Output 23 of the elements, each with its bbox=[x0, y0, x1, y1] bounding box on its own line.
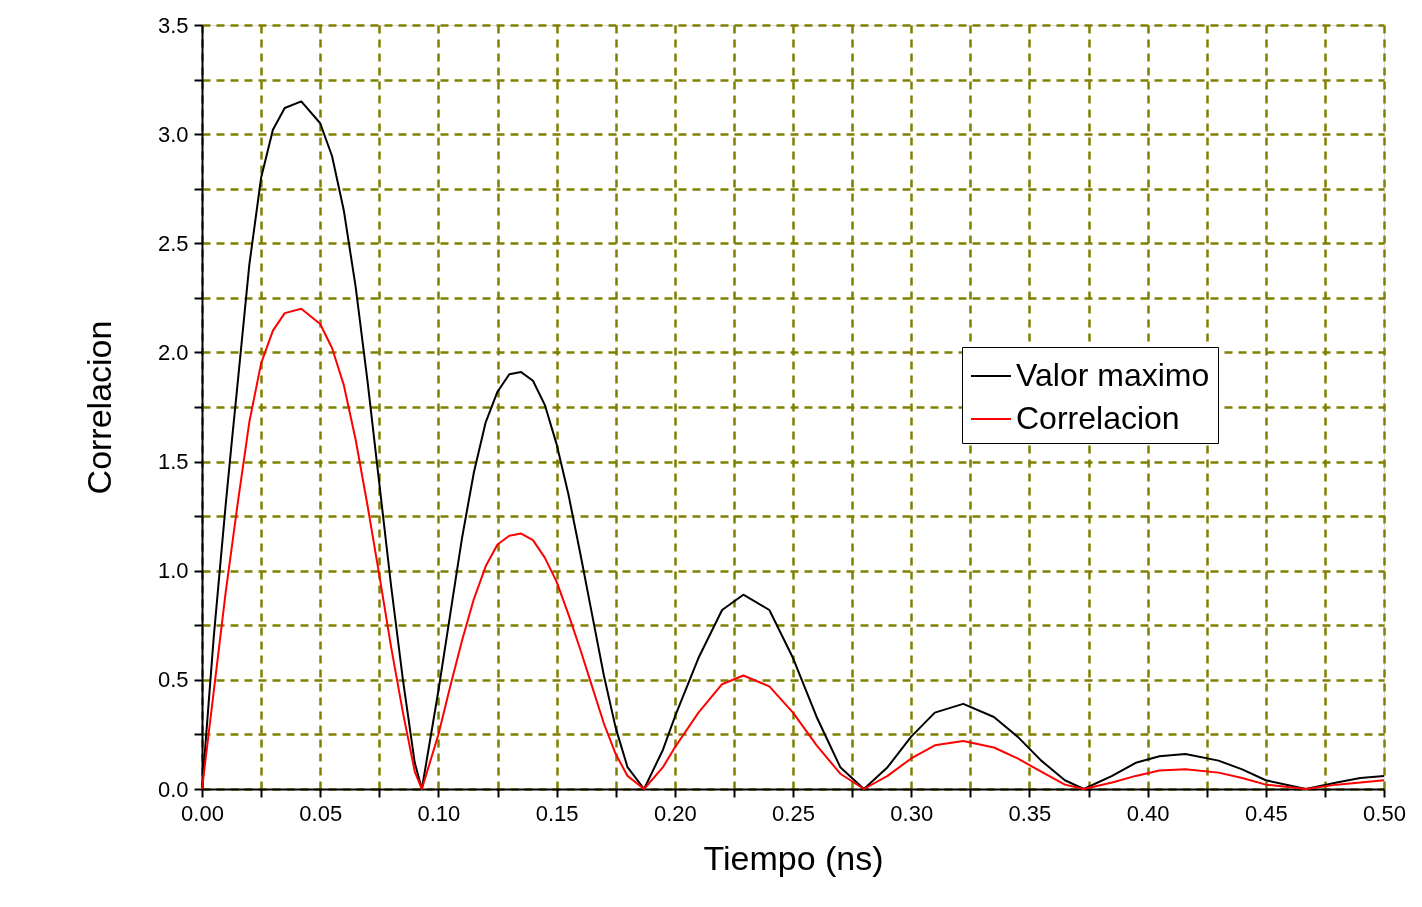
y-tick-label: 1.0 bbox=[157, 558, 189, 584]
x-tick-label: 0.10 bbox=[417, 800, 461, 826]
legend-label: Valor maximo bbox=[1016, 357, 1210, 393]
x-tick-label: 0.05 bbox=[299, 800, 343, 826]
y-tick-label: 2.5 bbox=[157, 230, 189, 256]
x-tick-label: 0.25 bbox=[772, 800, 815, 826]
x-tick-label: 0.30 bbox=[890, 800, 934, 826]
y-axis-title: Correlacion bbox=[79, 320, 118, 495]
x-tick-label: 0.50 bbox=[1363, 800, 1406, 826]
legend-label: Correlacion bbox=[1016, 400, 1180, 436]
y-tick-label: 3.0 bbox=[157, 121, 189, 147]
x-tick-label: 0.40 bbox=[1126, 800, 1170, 826]
y-tick-label: 2.0 bbox=[157, 339, 189, 365]
x-tick-label: 0.20 bbox=[653, 800, 697, 826]
x-tick-label: 0.15 bbox=[535, 800, 579, 826]
x-tick-label: 0.45 bbox=[1244, 800, 1288, 826]
y-tick-label: 0.5 bbox=[157, 667, 189, 693]
x-tick-label: 0.00 bbox=[181, 800, 224, 826]
x-axis-title: Tiempo (ns) bbox=[703, 838, 884, 877]
y-tick-label: 1.5 bbox=[157, 449, 189, 475]
y-tick-label: 0.0 bbox=[157, 776, 189, 802]
x-tick-label: 0.35 bbox=[1008, 800, 1052, 826]
y-tick-label: 3.5 bbox=[157, 12, 189, 38]
